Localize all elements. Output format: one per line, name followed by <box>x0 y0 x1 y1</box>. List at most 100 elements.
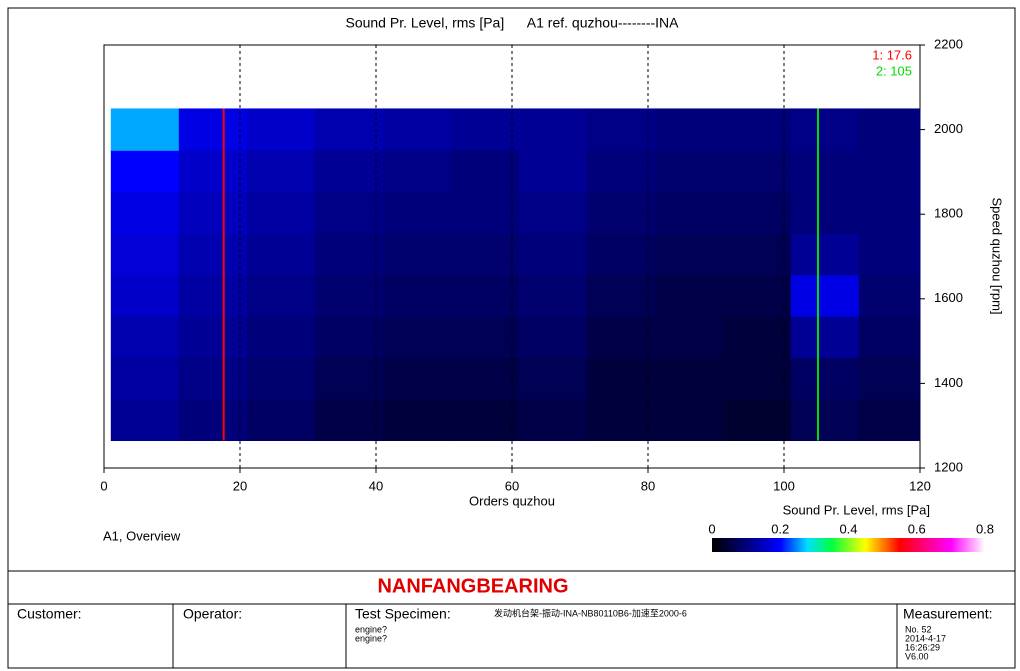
x-tick-label: 40 <box>369 478 383 493</box>
heat-cell <box>382 316 452 359</box>
y-tick-label: 1400 <box>934 375 963 390</box>
heat-cell <box>178 191 248 234</box>
heat-cell <box>790 108 860 151</box>
cursor-label: 1: 17.6 <box>872 47 912 62</box>
heat-cell <box>858 316 921 359</box>
x-tick-label: 20 <box>233 478 247 493</box>
heat-cell <box>246 233 316 276</box>
specimen-line: engine? <box>355 624 387 634</box>
heat-cell <box>858 191 921 234</box>
heat-cell <box>586 191 656 234</box>
cursor-label: 2: 105 <box>876 63 912 78</box>
heat-cell <box>178 357 248 400</box>
heat-cell <box>586 399 656 442</box>
heat-cell <box>178 108 248 151</box>
heat-cell <box>518 399 588 442</box>
heat-cell <box>518 150 588 193</box>
measurement-line: 16:26:29 <box>905 642 940 652</box>
heat-cell <box>178 274 248 317</box>
x-tick-label: 80 <box>641 478 655 493</box>
heat-cell <box>246 357 316 400</box>
heat-cell <box>178 399 248 442</box>
heat-cell <box>722 357 792 400</box>
heat-cell <box>790 357 860 400</box>
company: NANFANGBEARING <box>377 575 568 597</box>
heat-cell <box>858 274 921 317</box>
heat-cell <box>178 316 248 359</box>
colorbar-tick-label: 0.2 <box>771 521 789 536</box>
heat-cell <box>178 233 248 276</box>
heat-cell <box>518 274 588 317</box>
heat-cell <box>858 150 921 193</box>
heat-cell <box>382 357 452 400</box>
heat-cell <box>722 108 792 151</box>
heat-cell <box>790 274 860 317</box>
y-axis-label: Speed quzhou [rpm] <box>990 197 1005 314</box>
heat-cell <box>110 316 180 359</box>
heat-cell <box>450 150 520 193</box>
x-tick-label: 120 <box>909 478 931 493</box>
heat-cell <box>518 191 588 234</box>
chart-title: Sound Pr. Level, rms [Pa] A1 ref. quzhou… <box>345 15 679 31</box>
heat-cell <box>382 108 452 151</box>
heat-cell <box>246 150 316 193</box>
heat-cell <box>722 399 792 442</box>
heat-cell <box>246 399 316 442</box>
heat-cell <box>110 357 180 400</box>
heat-cell <box>450 274 520 317</box>
heat-cell <box>314 150 384 193</box>
heat-cell <box>450 357 520 400</box>
heat-cell <box>382 191 452 234</box>
heat-cell <box>654 316 724 359</box>
heat-cell <box>790 191 860 234</box>
heat-cell <box>110 108 180 151</box>
caption: A1, Overview <box>103 528 181 543</box>
heat-cell <box>722 233 792 276</box>
specimen-line: engine? <box>355 633 387 643</box>
heat-cell <box>858 233 921 276</box>
heat-cell <box>246 316 316 359</box>
heat-cell <box>586 108 656 151</box>
heat-cell <box>314 108 384 151</box>
colorbar <box>712 538 985 552</box>
heat-cell <box>246 274 316 317</box>
heat-cell <box>654 108 724 151</box>
heat-cell <box>110 233 180 276</box>
colorbar-tick-label: 0.4 <box>839 521 857 536</box>
heat-cell <box>450 191 520 234</box>
x-tick-label: 100 <box>773 478 795 493</box>
colorbar-tick-label: 0.8 <box>976 521 994 536</box>
measurement-line: No. 52 <box>905 624 932 634</box>
operator-label: Operator: <box>183 606 242 622</box>
heat-cell <box>654 274 724 317</box>
heat-cell <box>246 191 316 234</box>
measurement-line: 2014-4-17 <box>905 633 946 643</box>
frame <box>7 7 1016 669</box>
heat-cell <box>450 233 520 276</box>
heat-cell <box>246 108 316 151</box>
specimen-label: Test Specimen: <box>355 606 451 622</box>
heat-cell <box>654 150 724 193</box>
y-tick-label: 1800 <box>934 206 963 221</box>
heat-cell <box>722 316 792 359</box>
heat-cell <box>858 357 921 400</box>
heat-cell <box>858 399 921 442</box>
x-axis-label: Orders quzhou <box>469 493 555 508</box>
heat-cell <box>450 108 520 151</box>
measurement-line: V6.00 <box>905 651 929 661</box>
heat-cell <box>586 274 656 317</box>
x-tick-label: 60 <box>505 478 519 493</box>
heat-cell <box>178 150 248 193</box>
heat-cell <box>450 316 520 359</box>
heat-cell <box>518 108 588 151</box>
heat-cell <box>314 399 384 442</box>
heat-cell <box>586 150 656 193</box>
customer-label: Customer: <box>17 606 82 622</box>
heat-cell <box>382 399 452 442</box>
heat-cell <box>790 399 860 442</box>
heat-cell <box>790 233 860 276</box>
x-tick-label: 0 <box>100 478 107 493</box>
heat-cell <box>586 316 656 359</box>
y-tick-label: 2200 <box>934 36 963 51</box>
